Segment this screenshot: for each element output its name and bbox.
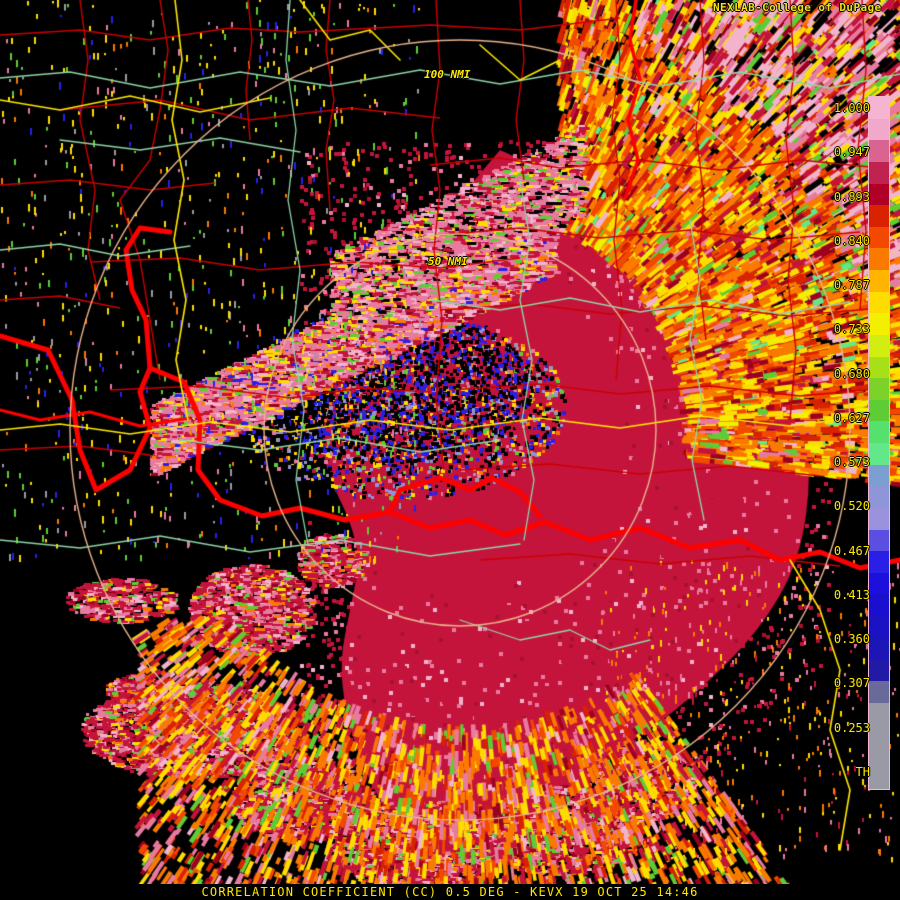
colorbar-swatch bbox=[869, 443, 889, 465]
colorbar-swatch bbox=[869, 356, 889, 379]
colorbar-swatch bbox=[869, 399, 889, 422]
colorbar-tick-label: 0.360 bbox=[833, 632, 870, 647]
colorbar-swatch bbox=[869, 334, 889, 357]
colorbar-swatch bbox=[869, 140, 889, 162]
colorbar-swatch bbox=[869, 637, 889, 660]
colorbar-swatch bbox=[869, 659, 889, 681]
colorbar-swatch bbox=[869, 161, 889, 184]
colorbar-swatch bbox=[869, 270, 889, 292]
colorbar-tick-label: TH bbox=[855, 765, 870, 779]
colorbar-swatch bbox=[869, 313, 889, 335]
colorbar-swatch bbox=[869, 594, 889, 616]
colorbar-swatch bbox=[869, 702, 889, 725]
colorbar-swatch bbox=[869, 724, 889, 746]
colorbar-tick-label: 1.000 bbox=[833, 101, 870, 115]
colorbar-panel: DOD 1.0000.9470.8930.8400.7870.7330.6800… bbox=[818, 0, 900, 900]
colorbar-tick-label: 0.627 bbox=[833, 410, 870, 425]
colorbar-tick-label: 0.733 bbox=[833, 322, 870, 337]
colorbar-tick-label: 0.947 bbox=[833, 145, 870, 160]
colorbar-swatch bbox=[869, 183, 889, 206]
colorbar-swatch bbox=[869, 97, 889, 119]
colorbar-swatch bbox=[869, 680, 889, 703]
colorbar-swatch bbox=[869, 226, 889, 249]
colorbar-swatch bbox=[869, 616, 889, 638]
colorbar-tick-label: 0.787 bbox=[833, 278, 870, 293]
colorbar-swatch bbox=[869, 767, 889, 789]
colorbar-gradient-strip[interactable] bbox=[868, 96, 890, 790]
colorbar-swatch bbox=[869, 248, 889, 270]
colorbar-swatch bbox=[869, 507, 889, 530]
colorbar-swatch bbox=[869, 745, 889, 768]
colorbar-tick-label: 0.893 bbox=[833, 189, 870, 204]
colorbar-tick-label: 0.253 bbox=[833, 720, 870, 735]
colorbar-swatch bbox=[869, 464, 889, 487]
colorbar-tick-label: 0.520 bbox=[833, 499, 870, 514]
colorbar-swatch bbox=[869, 118, 889, 141]
colorbar-tick-label: 0.680 bbox=[833, 366, 870, 381]
colorbar-tick-label: 0.840 bbox=[833, 233, 870, 248]
colorbar-tick-label: 0.573 bbox=[833, 455, 870, 470]
colorbar-swatch bbox=[869, 378, 889, 400]
colorbar-swatch bbox=[869, 291, 889, 314]
colorbar-swatch bbox=[869, 421, 889, 443]
colorbar-tick-label: 0.413 bbox=[833, 587, 870, 602]
product-status-text: CORRELATION COEFFICIENT (CC) 0.5 DEG - K… bbox=[201, 885, 699, 899]
colorbar-swatch bbox=[869, 572, 889, 595]
colorbar-swatch bbox=[869, 205, 889, 227]
colorbar-swatch bbox=[869, 551, 889, 573]
colorbar-swatch bbox=[869, 529, 889, 552]
colorbar-tick-label: 0.307 bbox=[833, 676, 870, 691]
colorbar-swatch bbox=[869, 486, 889, 508]
colorbar-tick-label: 0.467 bbox=[833, 543, 870, 558]
status-bar: CORRELATION COEFFICIENT (CC) 0.5 DEG - K… bbox=[0, 884, 900, 900]
